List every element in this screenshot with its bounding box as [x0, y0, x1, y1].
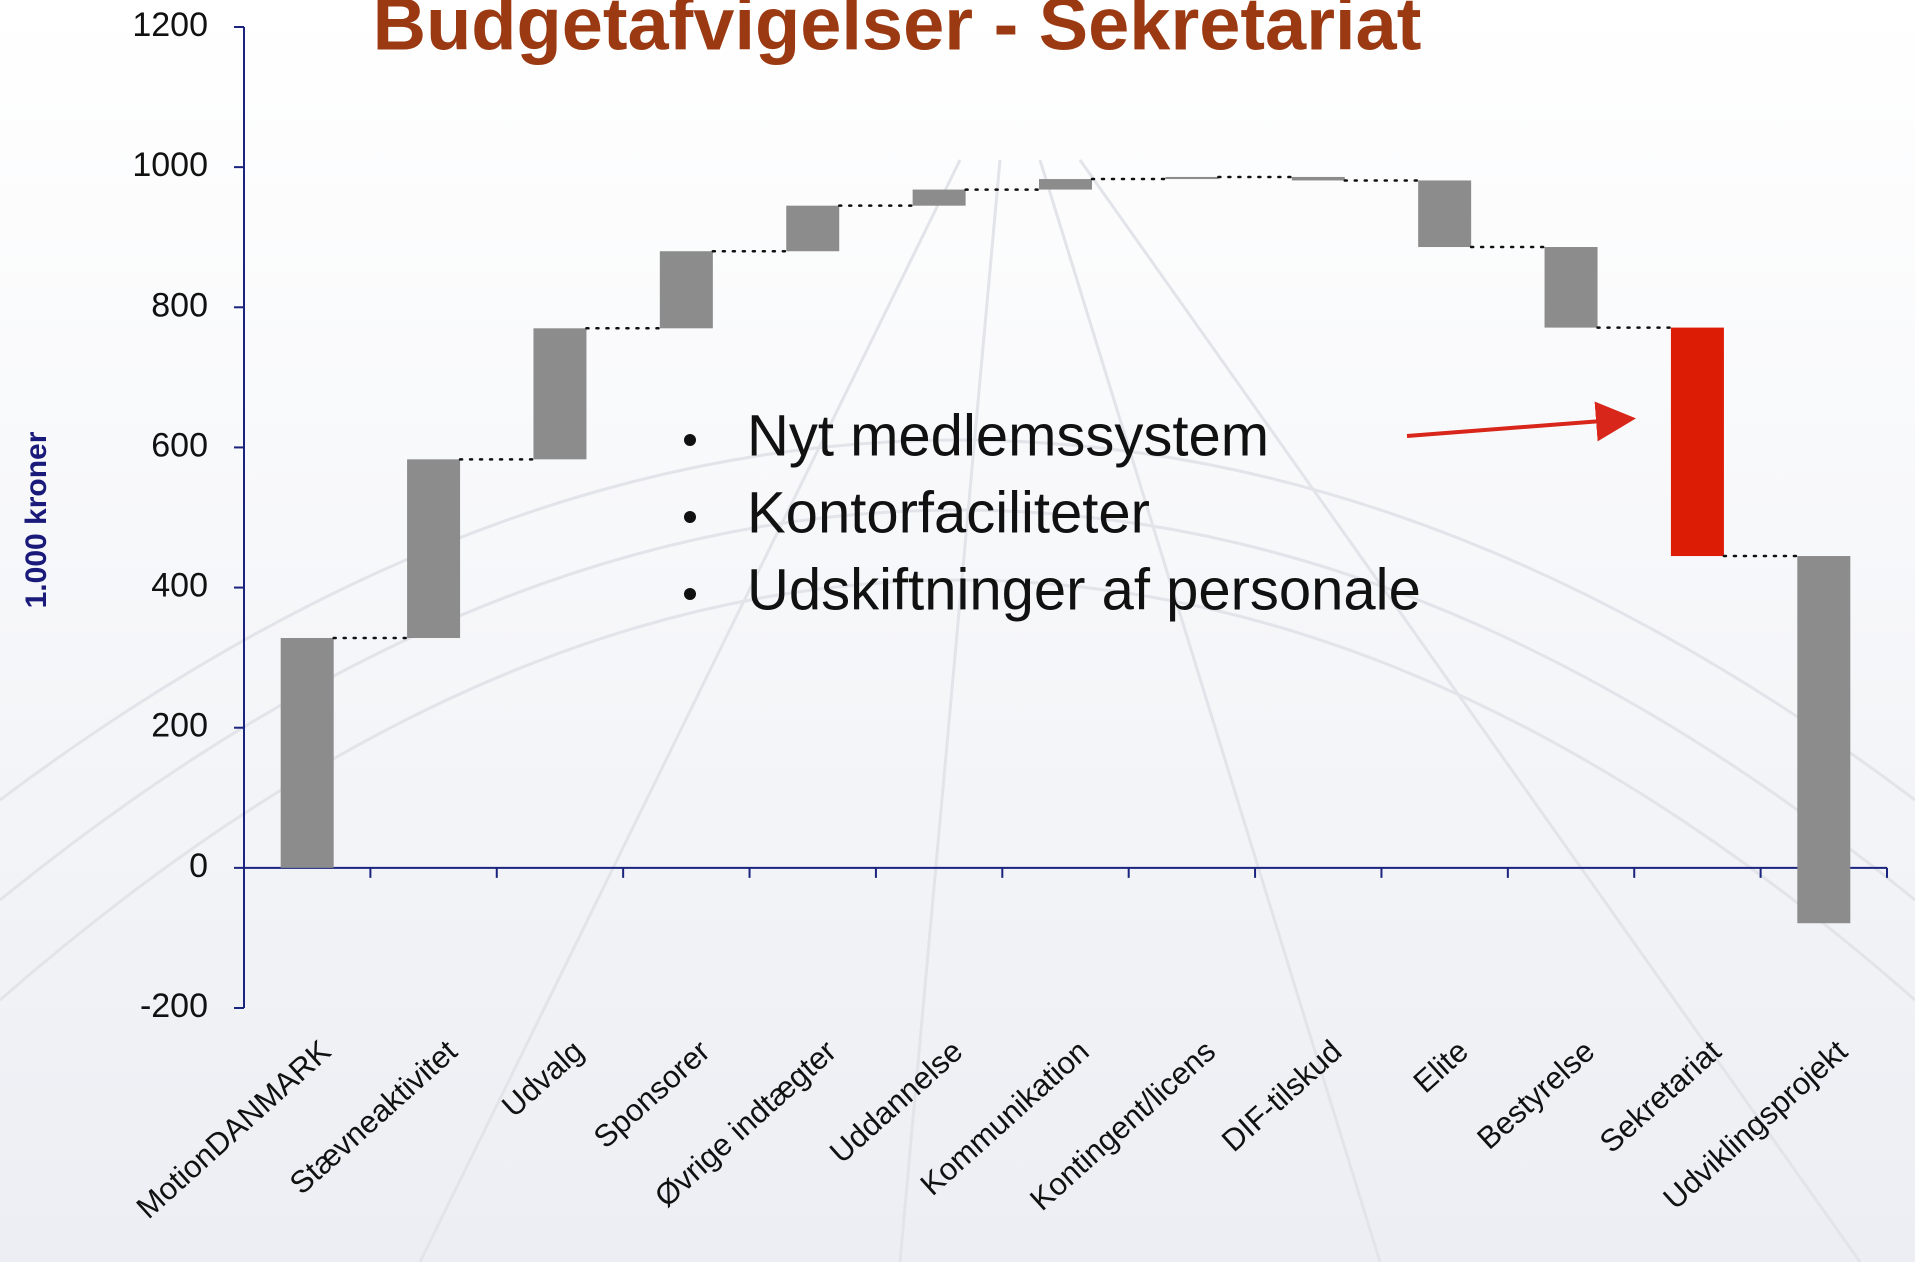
- arrow: [1406, 401, 1636, 442]
- bar: [1544, 247, 1598, 328]
- annotation-list: Nyt medlemssystem Kontorfaciliteter Udskif…: [684, 403, 1421, 622]
- y-tick-label: 200: [151, 707, 208, 745]
- bullet: [684, 588, 696, 600]
- bar: [912, 189, 966, 206]
- bar: [1165, 176, 1219, 180]
- bar: [407, 459, 461, 639]
- bullet: [684, 434, 696, 446]
- y-tick-label: 0: [189, 847, 208, 885]
- bar: [786, 205, 840, 252]
- y-tick-label: 600: [151, 426, 208, 464]
- bar: [1291, 176, 1345, 181]
- bar: [1418, 180, 1472, 248]
- bar: [1039, 179, 1092, 190]
- bar: [1670, 327, 1724, 557]
- y-tick-label: 400: [151, 567, 208, 605]
- annotation: Udskiftninger af personale: [747, 557, 1421, 622]
- y-tick-label: 800: [151, 286, 208, 324]
- y-tick-label: 1200: [132, 6, 208, 44]
- y-axis-label: 1.000 kroner: [20, 431, 53, 608]
- bar: [1797, 556, 1851, 924]
- bar: [659, 251, 713, 329]
- bullet: [684, 511, 696, 523]
- y-tick-label: -200: [140, 987, 208, 1025]
- chart-title: Budgetafvigelser - Sekretariat: [373, 0, 1422, 66]
- bar: [280, 638, 334, 868]
- y-tick-label: 1000: [132, 146, 208, 184]
- annotation: Nyt medlemssystem: [747, 403, 1269, 468]
- annotation: Kontorfaciliteter: [747, 480, 1150, 545]
- bar: [533, 328, 587, 460]
